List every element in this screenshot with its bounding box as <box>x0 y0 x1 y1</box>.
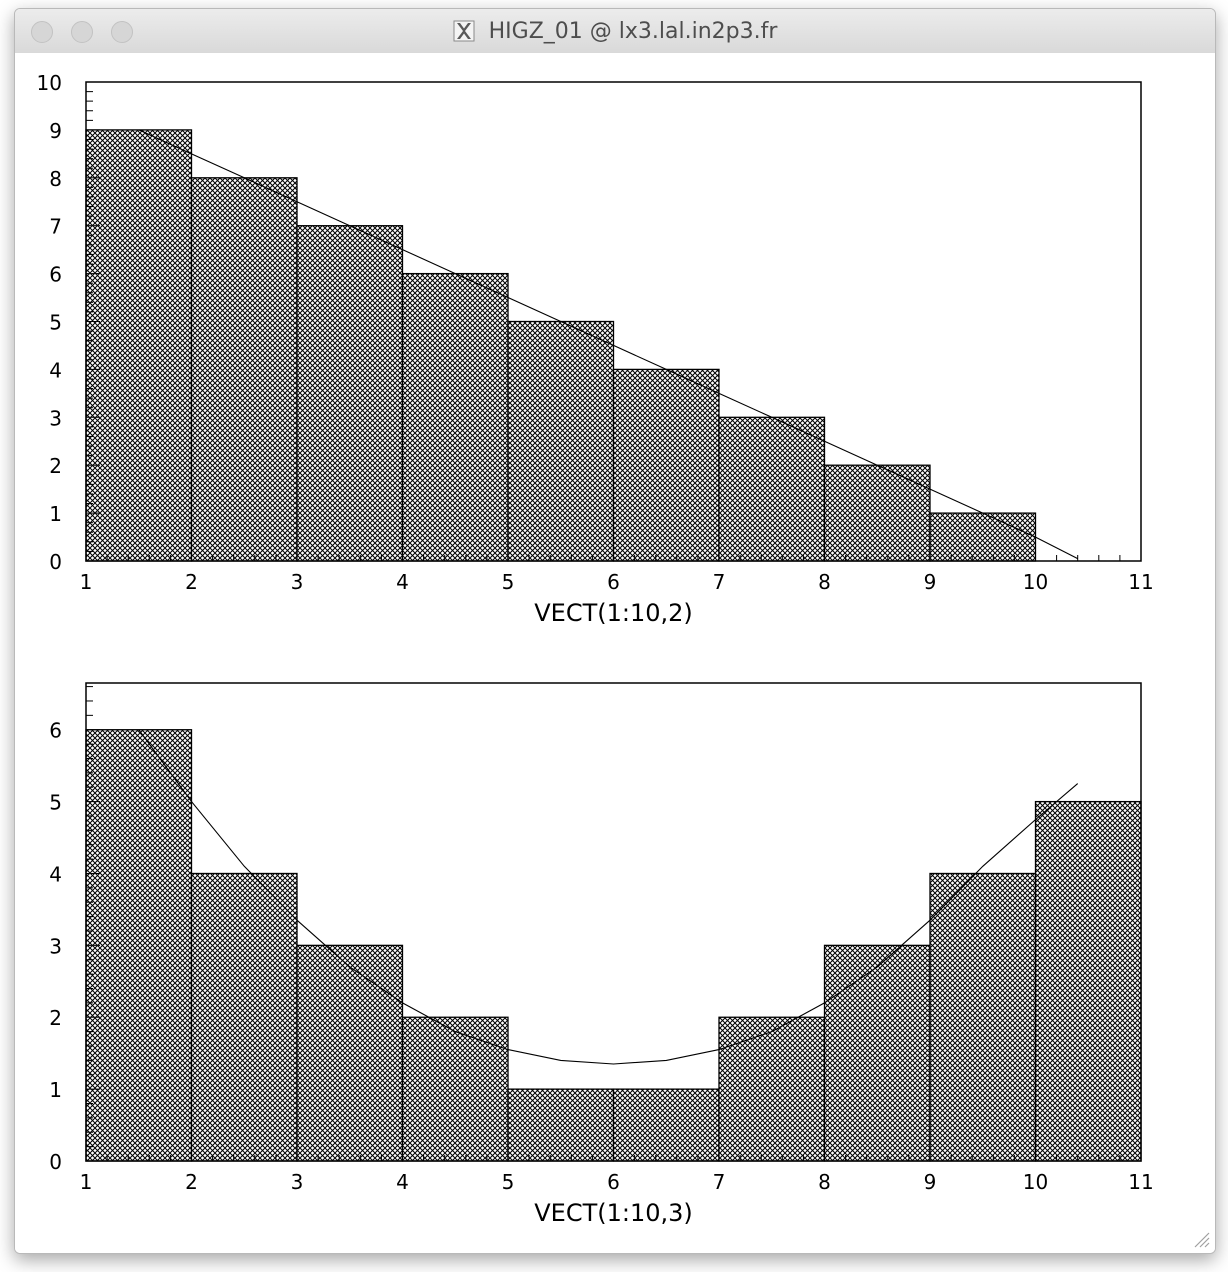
y-tick-label: 0 <box>49 1150 62 1174</box>
y-tick-label: 10 <box>37 71 62 95</box>
y-tick-label: 0 <box>49 550 62 574</box>
close-button[interactable] <box>31 21 53 43</box>
title-group: HIGZ_01 @ lx3.lal.in2p3.fr <box>15 9 1215 53</box>
y-tick-label: 3 <box>49 406 62 430</box>
x11-window: HIGZ_01 @ lx3.lal.in2p3.fr 0 1 2 3 4 5 6 7 8 9 10 1… <box>14 8 1216 1254</box>
histogram-bar <box>718 416 826 562</box>
x-tick-label: 5 <box>502 570 515 594</box>
fit-curve <box>138 129 1078 560</box>
histogram-bar <box>823 944 931 1162</box>
x-tick-label: 8 <box>818 1170 831 1194</box>
x-axis-title: VECT(1:10,2) <box>534 599 693 627</box>
x-tick-label: 3 <box>291 570 304 594</box>
y-tick-label: 1 <box>49 1078 62 1102</box>
histogram-bar <box>1034 800 1142 1162</box>
y-tick-label: 2 <box>49 454 62 478</box>
x11-icon <box>453 20 475 42</box>
x-tick-label: 5 <box>502 1170 515 1194</box>
x-tick-label: 1 <box>80 570 93 594</box>
histogram-bar <box>823 464 931 562</box>
histogram-bar <box>929 512 1037 562</box>
histogram-bar <box>401 1016 509 1162</box>
x-tick-label: 10 <box>1023 570 1048 594</box>
y-tick-label: 8 <box>49 167 62 191</box>
title-bar[interactable]: HIGZ_01 @ lx3.lal.in2p3.fr <box>15 9 1215 54</box>
fit-curve <box>138 729 1079 1065</box>
y-tick-label: 5 <box>49 311 62 335</box>
y-tick-label: 4 <box>49 862 62 886</box>
y-tick-label: 3 <box>49 934 62 958</box>
y-tick-label: 6 <box>49 719 62 743</box>
x-tick-label: 2 <box>185 1170 198 1194</box>
histogram-bar <box>296 944 404 1162</box>
window-title: HIGZ_01 @ lx3.lal.in2p3.fr <box>488 18 778 44</box>
x-tick-label: 7 <box>713 1170 726 1194</box>
y-tick-label: 1 <box>49 502 62 526</box>
y-tick-label: 9 <box>49 119 62 143</box>
histogram-bar <box>190 177 298 562</box>
histogram-bar <box>190 872 298 1162</box>
histogram-bar <box>85 129 193 562</box>
x-tick-label: 9 <box>924 1170 937 1194</box>
x-tick-label: 8 <box>818 570 831 594</box>
x-tick-label: 9 <box>924 570 937 594</box>
x-tick-label: 4 <box>396 1170 409 1194</box>
y-tick-label: 5 <box>49 791 62 815</box>
x-tick-label: 10 <box>1023 1170 1048 1194</box>
x-tick-label: 3 <box>291 1170 304 1194</box>
x-tick-label: 2 <box>185 570 198 594</box>
histogram-bar <box>507 320 615 562</box>
x-tick-label: 11 <box>1128 570 1153 594</box>
y-tick-label: 7 <box>49 215 62 239</box>
y-tick-label: 2 <box>49 1006 62 1030</box>
x-tick-label: 1 <box>80 1170 93 1194</box>
histogram-bar <box>296 225 404 562</box>
resize-grip-icon[interactable] <box>1189 1227 1211 1249</box>
histogram-bar <box>507 1088 615 1162</box>
zoom-button[interactable] <box>111 21 133 43</box>
histogram-bar <box>612 1088 720 1162</box>
histogram-bar <box>401 272 509 562</box>
y-tick-label: 6 <box>49 263 62 287</box>
histogram-bar <box>718 1016 826 1162</box>
x-tick-label: 4 <box>396 570 409 594</box>
minimize-button[interactable] <box>71 21 93 43</box>
x-axis-title: VECT(1:10,3) <box>534 1199 693 1227</box>
histogram-bar <box>612 368 720 562</box>
y-tick-label: 4 <box>49 358 62 382</box>
x-tick-label: 11 <box>1128 1170 1153 1194</box>
x-tick-label: 6 <box>607 1170 620 1194</box>
histogram-bar <box>85 729 193 1162</box>
x-tick-label: 7 <box>713 570 726 594</box>
histogram-bar <box>929 872 1037 1162</box>
x-tick-label: 6 <box>607 570 620 594</box>
